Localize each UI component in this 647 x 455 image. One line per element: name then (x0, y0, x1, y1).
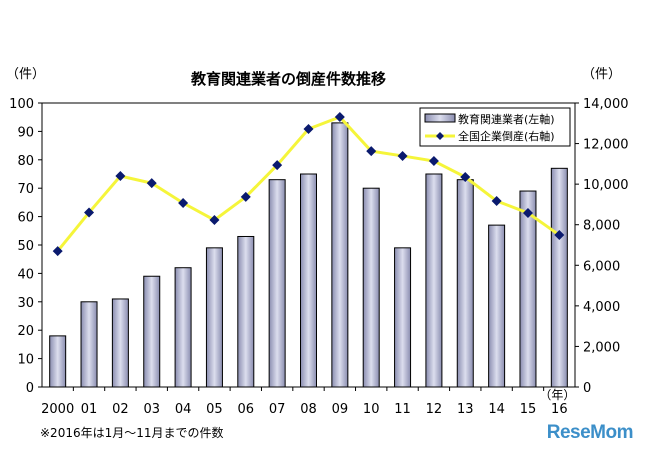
line-marker (84, 207, 95, 218)
x-tick-label: 01 (81, 402, 98, 417)
resemom-logo: ReseMom (546, 422, 634, 443)
x-tick-label: 05 (206, 402, 223, 417)
right-tick-label: 2,000 (583, 340, 620, 355)
line-marker (115, 171, 126, 182)
bar (111, 298, 129, 388)
x-tick-label: 15 (520, 402, 537, 417)
line-marker (146, 178, 157, 189)
bar (205, 247, 223, 388)
legend-bar-swatch (424, 113, 456, 123)
line-marker (366, 146, 377, 157)
line-marker (303, 123, 314, 134)
bar (268, 179, 286, 388)
chart-title: 教育関連業者の倒産件数推移 (190, 70, 386, 88)
left-tick-label: 30 (17, 296, 34, 311)
line-marker (397, 150, 408, 161)
left-tick-label: 40 (17, 267, 34, 282)
bar (456, 179, 474, 388)
bar (80, 301, 98, 388)
x-tick-label: 09 (332, 402, 349, 417)
bar (174, 267, 192, 388)
footnote: ※2016年は1月～11月までの件数 (40, 426, 224, 440)
line-marker (554, 230, 565, 241)
legend-marker (436, 132, 444, 140)
left-tick-label: 70 (17, 182, 34, 197)
right-tick-label: 6,000 (583, 259, 620, 274)
line-marker (240, 191, 251, 202)
bar (425, 173, 443, 388)
bar (143, 275, 161, 388)
right-axis-unit: （件） (582, 67, 621, 82)
line-marker (272, 160, 283, 171)
line-marker (209, 215, 220, 226)
x-axis-unit: （年） (539, 388, 575, 402)
left-tick-label: 80 (17, 154, 34, 169)
bar (519, 190, 537, 388)
x-tick-label: 16 (551, 402, 568, 417)
right-tick-label: 12,000 (583, 138, 629, 153)
bar (488, 224, 506, 388)
line-marker (491, 195, 502, 206)
x-tick-label: 06 (238, 402, 255, 417)
bar (49, 335, 67, 388)
left-tick-label: 20 (17, 324, 34, 339)
line-marker (460, 172, 471, 183)
line-marker (178, 198, 189, 209)
x-tick-label: 04 (175, 402, 192, 417)
legend-label-line: 全国企業倒産(右軸) (458, 129, 555, 143)
bar (550, 167, 568, 388)
x-tick-label: 08 (300, 402, 317, 417)
line-marker (428, 156, 439, 167)
x-tick-label: 13 (457, 402, 474, 417)
left-axis-unit: （件） (6, 67, 45, 82)
x-tick-label: 2000 (41, 402, 74, 417)
x-tick-label: 12 (426, 402, 443, 417)
bar (237, 235, 255, 388)
bar (300, 173, 317, 388)
right-tick-label: 8,000 (583, 219, 620, 234)
right-tick-label: 0 (583, 381, 591, 396)
left-tick-label: 90 (17, 125, 34, 140)
bar (362, 187, 380, 388)
legend-label-bar: 教育関連業者(左軸) (458, 112, 555, 126)
line-marker (522, 207, 533, 218)
x-tick-label: 03 (143, 402, 160, 417)
left-tick-label: 10 (17, 353, 34, 368)
x-tick-label: 11 (394, 402, 411, 417)
left-tick-label: 100 (9, 97, 34, 112)
x-tick-label: 10 (363, 402, 380, 417)
right-tick-label: 10,000 (583, 178, 629, 193)
right-tick-label: 4,000 (583, 300, 620, 315)
x-tick-label: 02 (112, 402, 129, 417)
right-tick-label: 14,000 (583, 97, 629, 112)
left-tick-label: 0 (26, 381, 34, 396)
left-tick-label: 50 (17, 239, 34, 254)
line-marker (52, 246, 63, 257)
x-tick-label: 14 (488, 402, 505, 417)
line-marker (334, 111, 345, 122)
left-tick-label: 60 (17, 211, 34, 226)
x-tick-label: 07 (269, 402, 286, 417)
bar (394, 247, 412, 388)
bar (331, 122, 349, 388)
